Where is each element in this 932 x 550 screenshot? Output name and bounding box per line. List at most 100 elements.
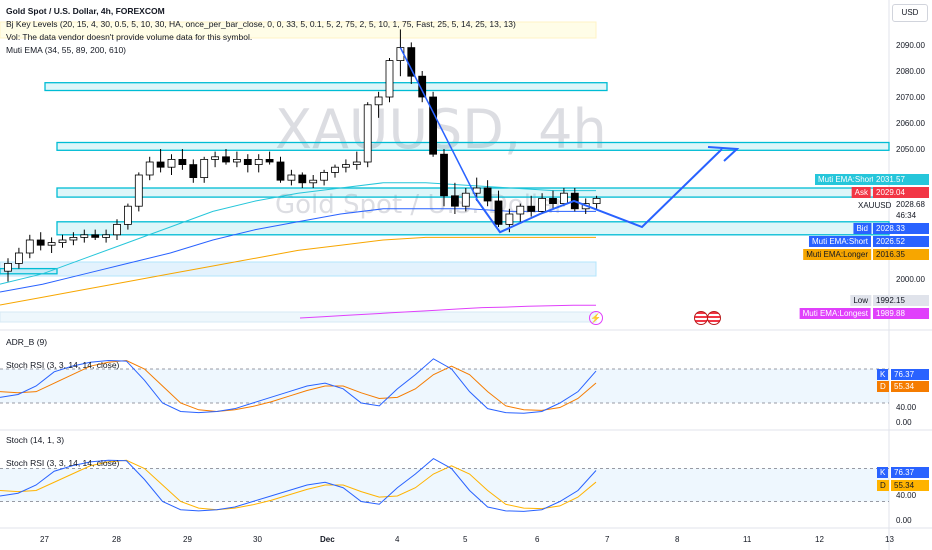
- dividend-event-icon[interactable]: ⚡: [589, 311, 603, 325]
- candle: [450, 195, 459, 207]
- k-letter: K: [877, 369, 889, 380]
- candle: [418, 75, 427, 98]
- candle: [80, 234, 89, 238]
- bar-countdown: 46:34: [896, 211, 917, 220]
- price-axis-label: 2080.00: [896, 67, 925, 76]
- candle: [25, 239, 34, 254]
- stoch-d-line: [0, 359, 597, 413]
- k-value: 76.37: [891, 369, 929, 380]
- stoch-d-line: [0, 459, 597, 511]
- currency-button[interactable]: USD: [892, 4, 928, 22]
- time-axis-label: 11: [743, 535, 752, 544]
- candle: [276, 161, 285, 181]
- candle: [483, 187, 492, 202]
- legend-title: Gold Spot / U.S. Dollar, 4h, FOREXCOM: [6, 6, 165, 16]
- candle: [102, 234, 110, 238]
- candle: [124, 205, 132, 225]
- time-axis-label: 7: [605, 535, 610, 544]
- candle: [538, 197, 546, 212]
- watermark-name: Gold Spot / U.S. Dollar: [275, 190, 565, 220]
- time-axis-label: 8: [675, 535, 680, 544]
- candle: [440, 153, 448, 197]
- k-value: 76.37: [891, 467, 929, 478]
- price-axis-label: 2070.00: [896, 93, 925, 102]
- candle: [200, 158, 209, 178]
- candle: [363, 104, 372, 163]
- candle: [352, 161, 361, 165]
- ema-longer-value: 2016.35: [873, 249, 929, 260]
- stoch-k-line: [0, 457, 597, 512]
- legend-ema[interactable]: Muti EMA (34, 55, 89, 200, 610): [6, 45, 127, 55]
- ask-value: 2029.04: [873, 187, 929, 198]
- symbol-label: XAUUSD: [858, 201, 892, 210]
- candle: [178, 158, 187, 165]
- candle: [222, 156, 230, 163]
- bid-tag: Bid: [853, 223, 871, 234]
- time-axis-label: 5: [463, 535, 468, 544]
- d-letter: D: [877, 381, 889, 392]
- bid-value: 2028.33: [873, 223, 929, 234]
- candle: [265, 158, 274, 163]
- stoch-band: [0, 369, 889, 403]
- candle: [156, 161, 165, 168]
- key-level-zone: [56, 221, 890, 236]
- candle: [341, 164, 350, 168]
- price-axis-label: 2050.00: [896, 145, 925, 154]
- stoch-axis-label: 0.00: [896, 516, 912, 525]
- d-letter: D: [877, 480, 889, 491]
- projection-arrowhead: [707, 146, 740, 162]
- candle: [385, 60, 394, 98]
- ema-longer-line: [0, 236, 596, 306]
- candle: [113, 223, 121, 236]
- ema-longest-value: 1989.88: [873, 308, 929, 319]
- stoch-axis-label: 0.00: [896, 418, 912, 427]
- support-band: [0, 261, 597, 277]
- projection-path: [399, 47, 478, 199]
- ema-longer-tag: Muti EMA:Longer: [803, 249, 871, 260]
- time-axis-label: 13: [885, 535, 894, 544]
- candle: [69, 236, 78, 241]
- adr-pane-title[interactable]: ADR_B (9): [6, 337, 48, 347]
- stoch-rsi-pane-title[interactable]: Stoch RSI (3, 3, 14, 14, close): [6, 458, 120, 468]
- us-flag-event-icon[interactable]: [694, 311, 708, 325]
- candle: [287, 174, 296, 181]
- ema-short-tag: Muti EMA:Short: [808, 236, 871, 247]
- candle: [58, 239, 67, 243]
- candle: [243, 158, 252, 165]
- time-axis-label: 29: [183, 535, 192, 544]
- key-level-zone: [56, 141, 890, 151]
- ema-shortest-tag: Muti EMA:Shortest: [815, 174, 888, 185]
- ema-longest-tag: Muti EMA:Longest: [799, 308, 871, 319]
- legend-volume[interactable]: Vol: The data vendor doesn't provide vol…: [6, 32, 253, 42]
- stoch-band: [0, 468, 889, 502]
- d-value: 55.34: [891, 480, 929, 491]
- price-axis-label: 2090.00: [896, 41, 925, 50]
- candle: [407, 47, 416, 77]
- time-axis-label: 6: [535, 535, 540, 544]
- d-value: 55.34: [891, 381, 929, 392]
- legend-key-levels[interactable]: Bj Key Levels (20, 15, 4, 30, 0.5, 5, 10…: [6, 19, 516, 29]
- candle: [211, 156, 220, 160]
- stoch-k-line: [0, 358, 597, 414]
- candle: [320, 171, 329, 181]
- time-axis-label: 30: [253, 535, 262, 544]
- key-level-zone: [44, 82, 608, 92]
- time-axis-label: Dec: [320, 535, 335, 544]
- ema-longest-line: [299, 304, 596, 319]
- candle: [14, 252, 23, 264]
- us-flag-event-icon[interactable]: [707, 311, 721, 325]
- candle: [516, 205, 525, 215]
- stoch-rsi-pane-title[interactable]: Stoch RSI (3, 3, 14, 14, close): [6, 360, 120, 370]
- candle: [145, 161, 154, 176]
- last-price: 2028.68: [896, 200, 925, 209]
- candle: [36, 239, 45, 246]
- candle: [254, 158, 263, 165]
- price-axis-label: 2000.00: [896, 275, 925, 284]
- candle: [331, 166, 339, 173]
- stoch-pane-title[interactable]: Stoch (14, 1, 3): [6, 435, 65, 445]
- ema-shortest-line: [0, 182, 596, 285]
- candle: [592, 197, 601, 204]
- candle: [298, 174, 307, 184]
